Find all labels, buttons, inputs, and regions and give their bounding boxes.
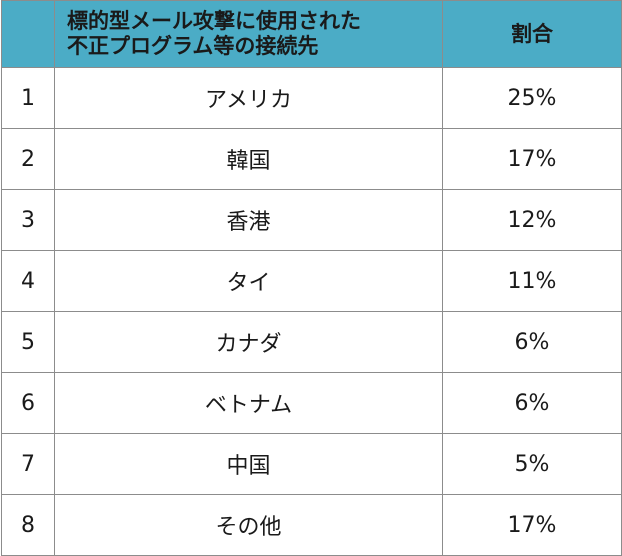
- rank-cell: 2: [1, 128, 55, 190]
- destination-cell: 中国: [54, 433, 443, 495]
- table-row: 3 香港 12%: [1, 189, 622, 251]
- table-row: 2 韓国 17%: [1, 128, 622, 190]
- header-rank: [1, 0, 55, 68]
- destination-cell: タイ: [54, 250, 443, 312]
- table-row: 5 カナダ 6%: [1, 311, 622, 373]
- rank-cell: 7: [1, 433, 55, 495]
- share-cell: 17%: [442, 494, 622, 556]
- table-header: 標的型メール攻撃に使用された 不正プログラム等の接続先 割合: [1, 0, 622, 68]
- table-body: 1 アメリカ 25% 2 韓国 17% 3 香港 12% 4 タイ 11% 5 …: [1, 67, 622, 556]
- header-destination-line2: 不正プログラム等の接続先: [67, 34, 319, 58]
- share-cell: 17%: [442, 128, 622, 190]
- header-destination: 標的型メール攻撃に使用された 不正プログラム等の接続先: [54, 0, 443, 68]
- share-cell: 25%: [442, 67, 622, 129]
- destination-cell: その他: [54, 494, 443, 556]
- header-destination-line1: 標的型メール攻撃に使用された: [67, 9, 361, 33]
- destination-cell: アメリカ: [54, 67, 443, 129]
- header-row: 標的型メール攻撃に使用された 不正プログラム等の接続先 割合: [1, 0, 622, 68]
- table-row: 6 ベトナム 6%: [1, 372, 622, 434]
- table-row: 1 アメリカ 25%: [1, 67, 622, 129]
- destination-cell: カナダ: [54, 311, 443, 373]
- rank-cell: 5: [1, 311, 55, 373]
- destination-cell: 香港: [54, 189, 443, 251]
- destination-cell: ベトナム: [54, 372, 443, 434]
- share-cell: 12%: [442, 189, 622, 251]
- rank-cell: 3: [1, 189, 55, 251]
- share-cell: 6%: [442, 372, 622, 434]
- table-row: 7 中国 5%: [1, 433, 622, 495]
- destination-cell: 韓国: [54, 128, 443, 190]
- header-share: 割合: [442, 0, 622, 68]
- table-row: 8 その他 17%: [1, 494, 622, 556]
- rank-cell: 6: [1, 372, 55, 434]
- rank-cell: 1: [1, 67, 55, 129]
- table-row: 4 タイ 11%: [1, 250, 622, 312]
- rank-cell: 4: [1, 250, 55, 312]
- share-cell: 5%: [442, 433, 622, 495]
- rank-cell: 8: [1, 494, 55, 556]
- share-cell: 11%: [442, 250, 622, 312]
- share-cell: 6%: [442, 311, 622, 373]
